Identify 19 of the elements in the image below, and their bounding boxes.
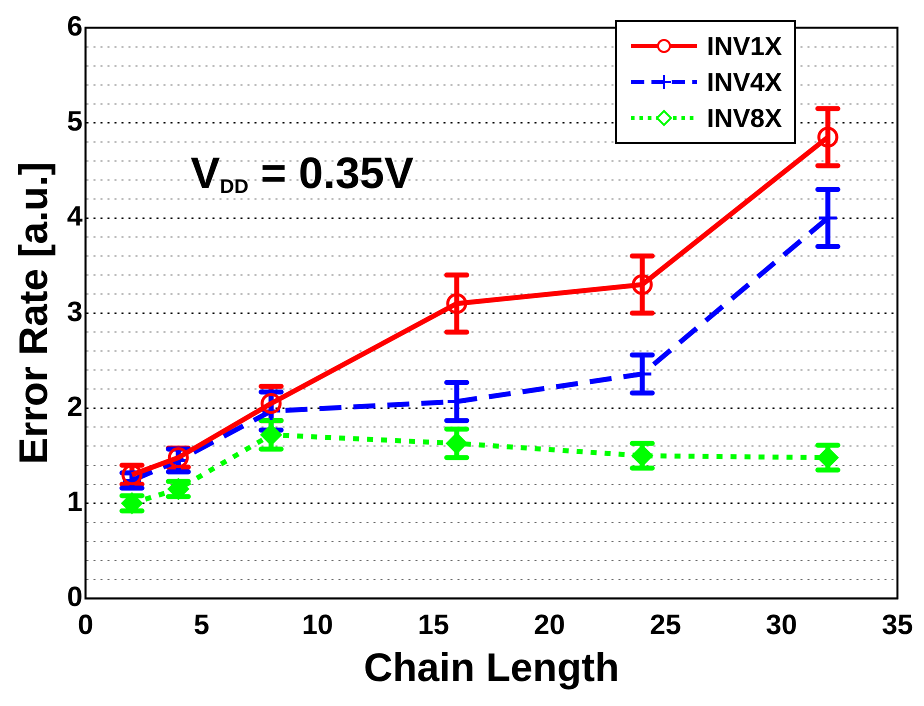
y-tick-label: 1: [66, 486, 83, 518]
x-axis-title: Chain Length: [364, 646, 620, 690]
x-tick-label: 5: [194, 608, 210, 640]
y-tick-label: 3: [66, 296, 83, 327]
x-tick-label: 20: [534, 608, 566, 640]
x-tick-label: 35: [882, 608, 914, 640]
x-tick-label: 10: [302, 608, 334, 640]
x-tick-label: 30: [766, 608, 798, 640]
y-tick-label: 6: [66, 10, 83, 42]
x-tick-label: 25: [650, 608, 682, 640]
y-tick-label: 0: [66, 581, 83, 612]
y-tick-label: 2: [66, 390, 83, 422]
y-tick-label: 4: [66, 200, 83, 232]
legend-label: INV8X: [706, 102, 782, 134]
y-axis-title: Error Rate [a.u.]: [12, 162, 56, 464]
legend-label: INV4X: [706, 66, 782, 98]
y-tick-label: 5: [66, 106, 83, 137]
x-tick-label: 15: [418, 608, 450, 640]
legend-label: INV1X: [706, 30, 782, 62]
